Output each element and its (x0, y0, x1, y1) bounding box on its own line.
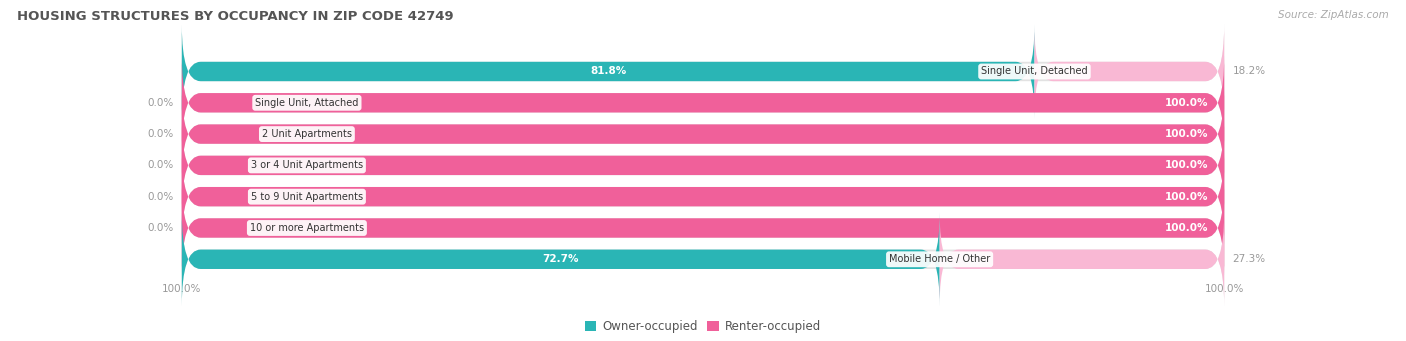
FancyBboxPatch shape (181, 56, 1225, 149)
Text: 100.0%: 100.0% (1166, 129, 1209, 139)
Text: 2 Unit Apartments: 2 Unit Apartments (262, 129, 352, 139)
FancyBboxPatch shape (939, 213, 1225, 306)
Text: Single Unit, Detached: Single Unit, Detached (981, 66, 1088, 76)
FancyBboxPatch shape (181, 25, 1035, 118)
FancyBboxPatch shape (181, 181, 1225, 275)
Text: Single Unit, Attached: Single Unit, Attached (256, 98, 359, 108)
Text: 100.0%: 100.0% (1166, 160, 1209, 170)
Text: 81.8%: 81.8% (591, 66, 626, 76)
FancyBboxPatch shape (181, 87, 1225, 181)
FancyBboxPatch shape (1035, 25, 1225, 118)
Text: 100.0%: 100.0% (1166, 223, 1209, 233)
Text: 0.0%: 0.0% (148, 160, 173, 170)
Text: 100.0%: 100.0% (1166, 192, 1209, 202)
Text: 0.0%: 0.0% (148, 98, 173, 108)
FancyBboxPatch shape (181, 87, 1225, 181)
Text: Mobile Home / Other: Mobile Home / Other (889, 254, 990, 264)
FancyBboxPatch shape (181, 181, 1225, 275)
Text: 5 to 9 Unit Apartments: 5 to 9 Unit Apartments (250, 192, 363, 202)
FancyBboxPatch shape (181, 213, 1225, 306)
Text: 10 or more Apartments: 10 or more Apartments (250, 223, 364, 233)
Text: 27.3%: 27.3% (1233, 254, 1265, 264)
Text: Source: ZipAtlas.com: Source: ZipAtlas.com (1278, 10, 1389, 20)
FancyBboxPatch shape (181, 119, 1225, 212)
Text: 100.0%: 100.0% (1166, 98, 1209, 108)
Text: 3 or 4 Unit Apartments: 3 or 4 Unit Apartments (250, 160, 363, 170)
Text: 72.7%: 72.7% (543, 254, 579, 264)
Text: HOUSING STRUCTURES BY OCCUPANCY IN ZIP CODE 42749: HOUSING STRUCTURES BY OCCUPANCY IN ZIP C… (17, 10, 454, 23)
Text: 0.0%: 0.0% (148, 223, 173, 233)
FancyBboxPatch shape (181, 25, 1225, 118)
FancyBboxPatch shape (181, 150, 1225, 243)
Text: 18.2%: 18.2% (1233, 66, 1265, 76)
FancyBboxPatch shape (181, 119, 1225, 212)
Text: 0.0%: 0.0% (148, 129, 173, 139)
Text: 0.0%: 0.0% (148, 192, 173, 202)
FancyBboxPatch shape (181, 213, 939, 306)
FancyBboxPatch shape (181, 56, 1225, 149)
Legend: Owner-occupied, Renter-occupied: Owner-occupied, Renter-occupied (579, 315, 827, 338)
FancyBboxPatch shape (181, 150, 1225, 243)
